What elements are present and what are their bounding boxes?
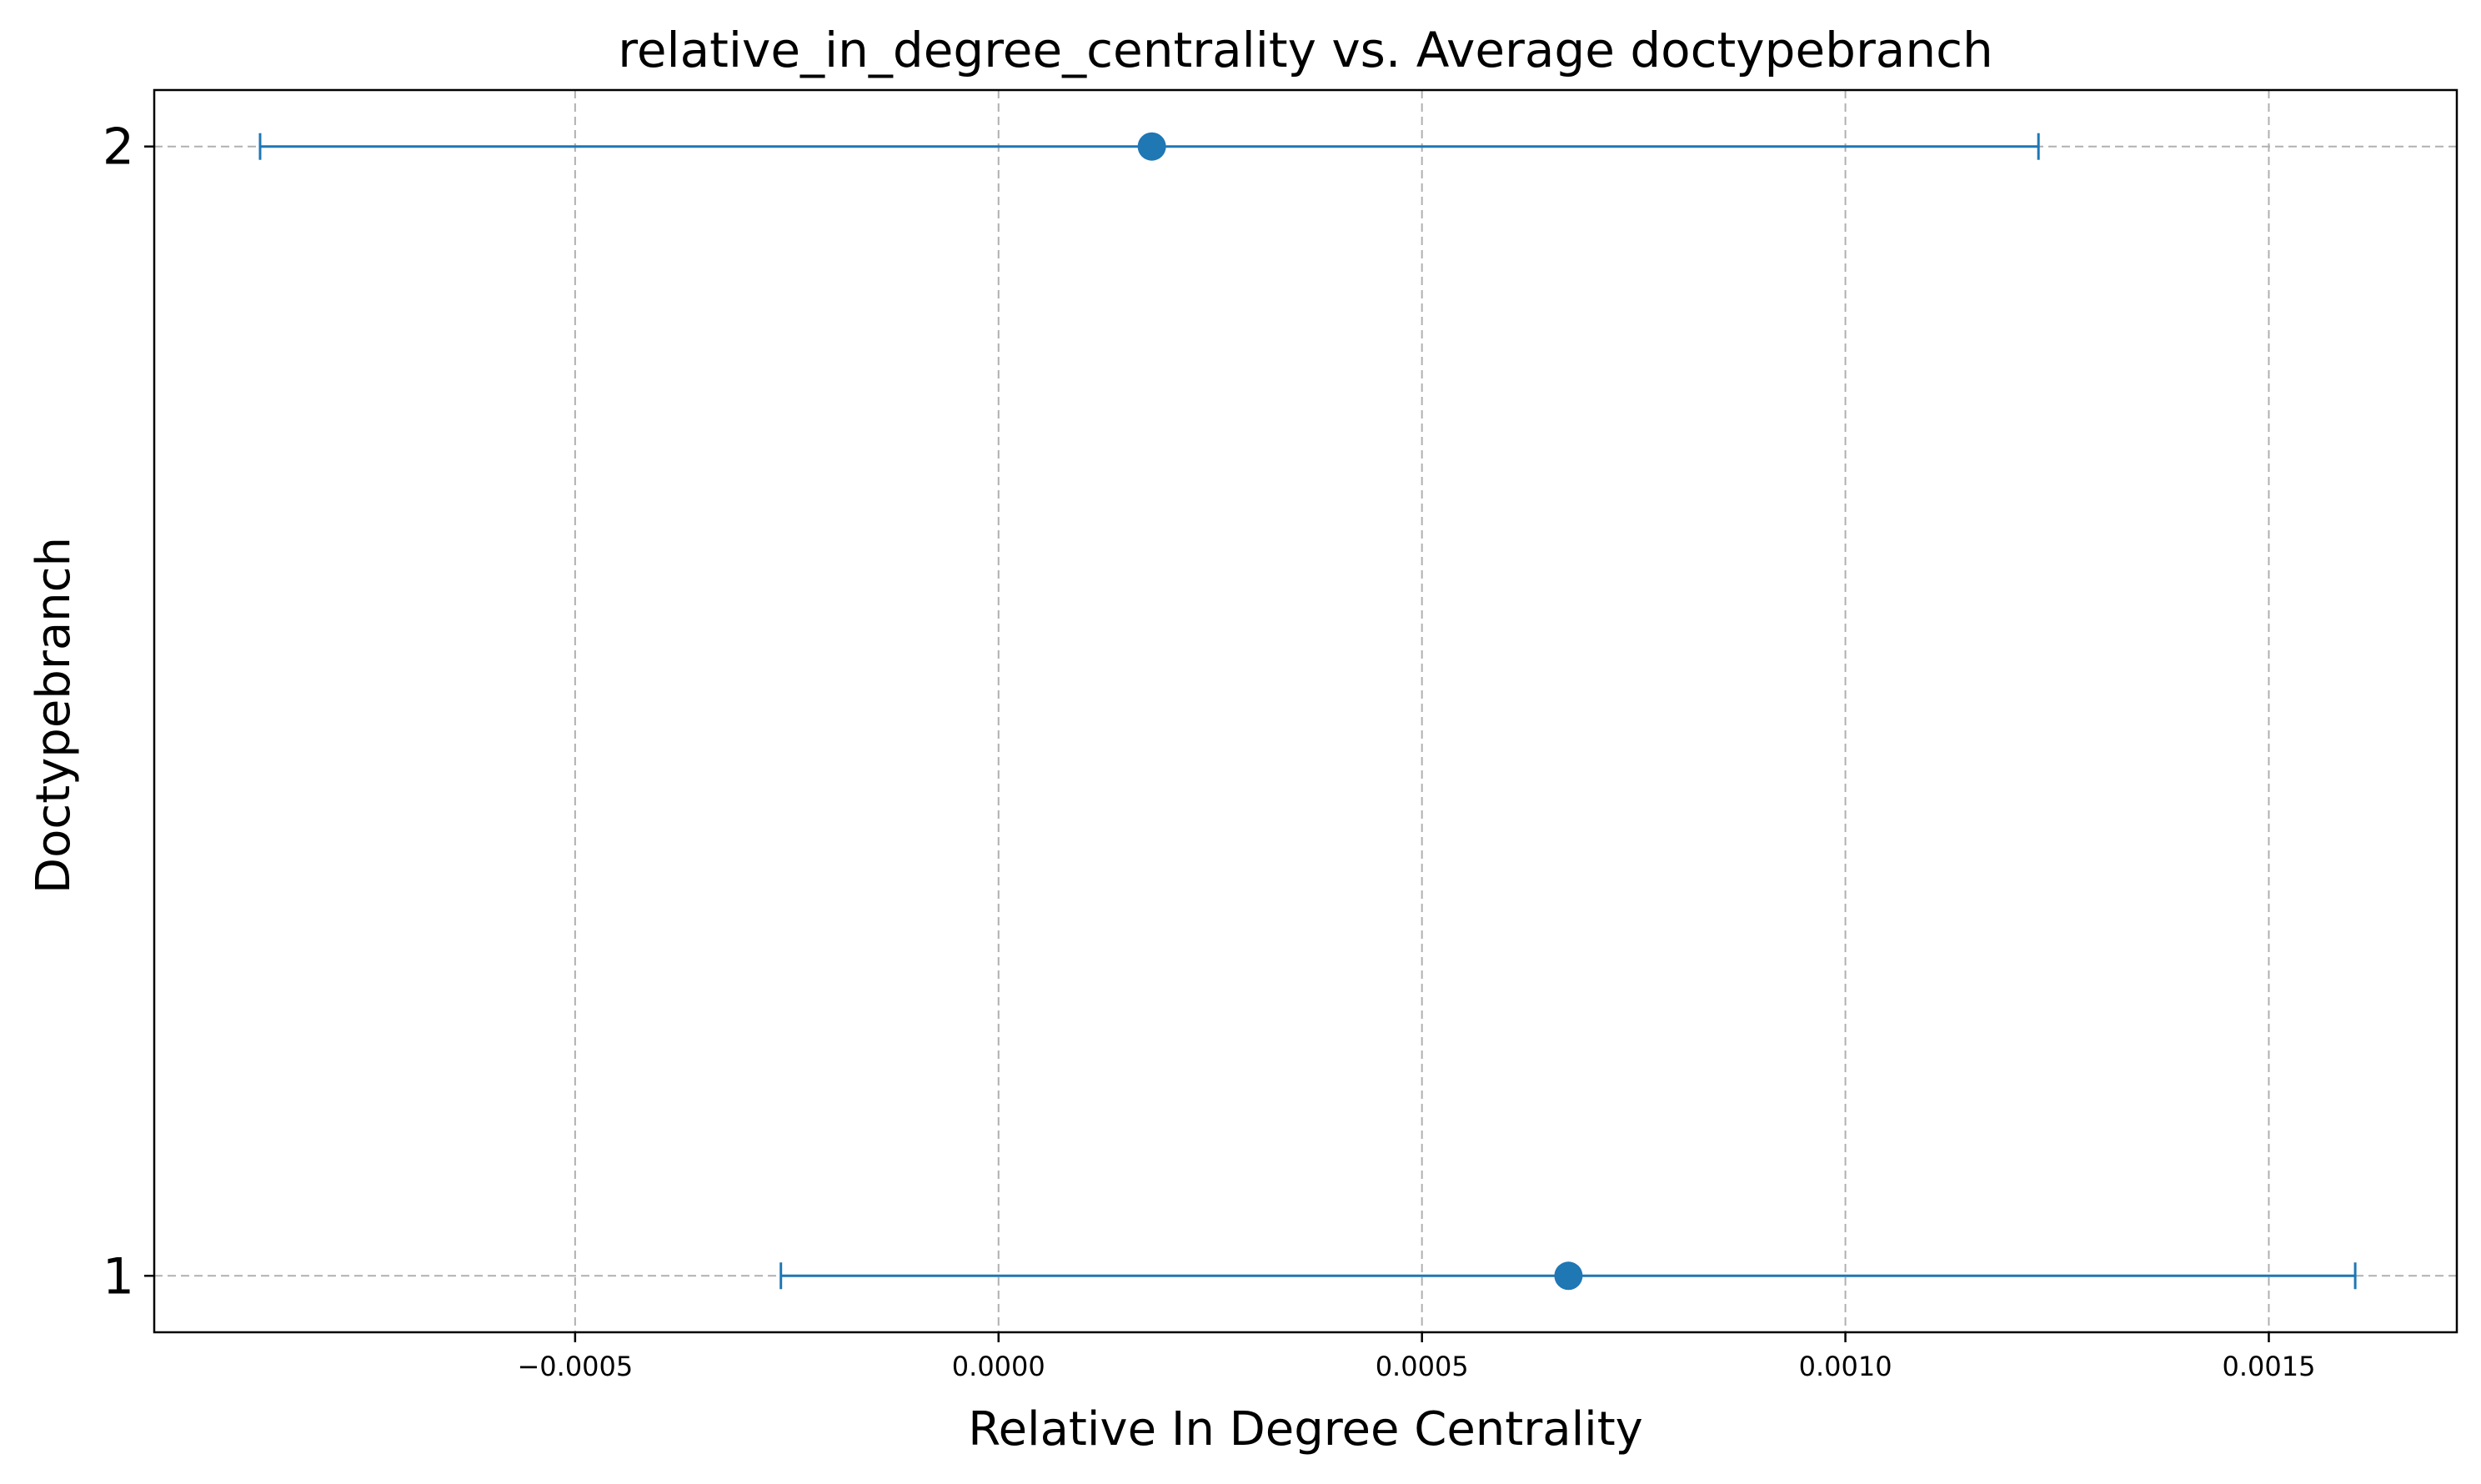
- grid-layer: [154, 90, 2457, 1332]
- x-tick-label: 0.0005: [1376, 1351, 1469, 1382]
- mean-point: [1554, 1261, 1583, 1291]
- x-tick-label: 0.0015: [2223, 1351, 2316, 1382]
- chart-title: relative_in_degree_centrality vs. Averag…: [618, 22, 1993, 78]
- x-tick-label: 0.0010: [1799, 1351, 1892, 1382]
- y-axis-label: Doctypebranch: [27, 537, 81, 894]
- marks-layer: [258, 132, 2357, 1291]
- ticks-layer: −0.0005 0.0000 0.0005 0.0010 0.0015 1 2: [103, 118, 2316, 1382]
- y-tick-label: 1: [103, 1247, 134, 1306]
- plot-frame: [153, 88, 2458, 1334]
- x-axis-label: Relative In Degree Centrality: [968, 1402, 1643, 1456]
- y-tick-label: 2: [103, 118, 134, 177]
- x-tick-label: −0.0005: [517, 1351, 633, 1382]
- x-tick-label: 0.0000: [952, 1351, 1045, 1382]
- mean-point: [1137, 132, 1166, 161]
